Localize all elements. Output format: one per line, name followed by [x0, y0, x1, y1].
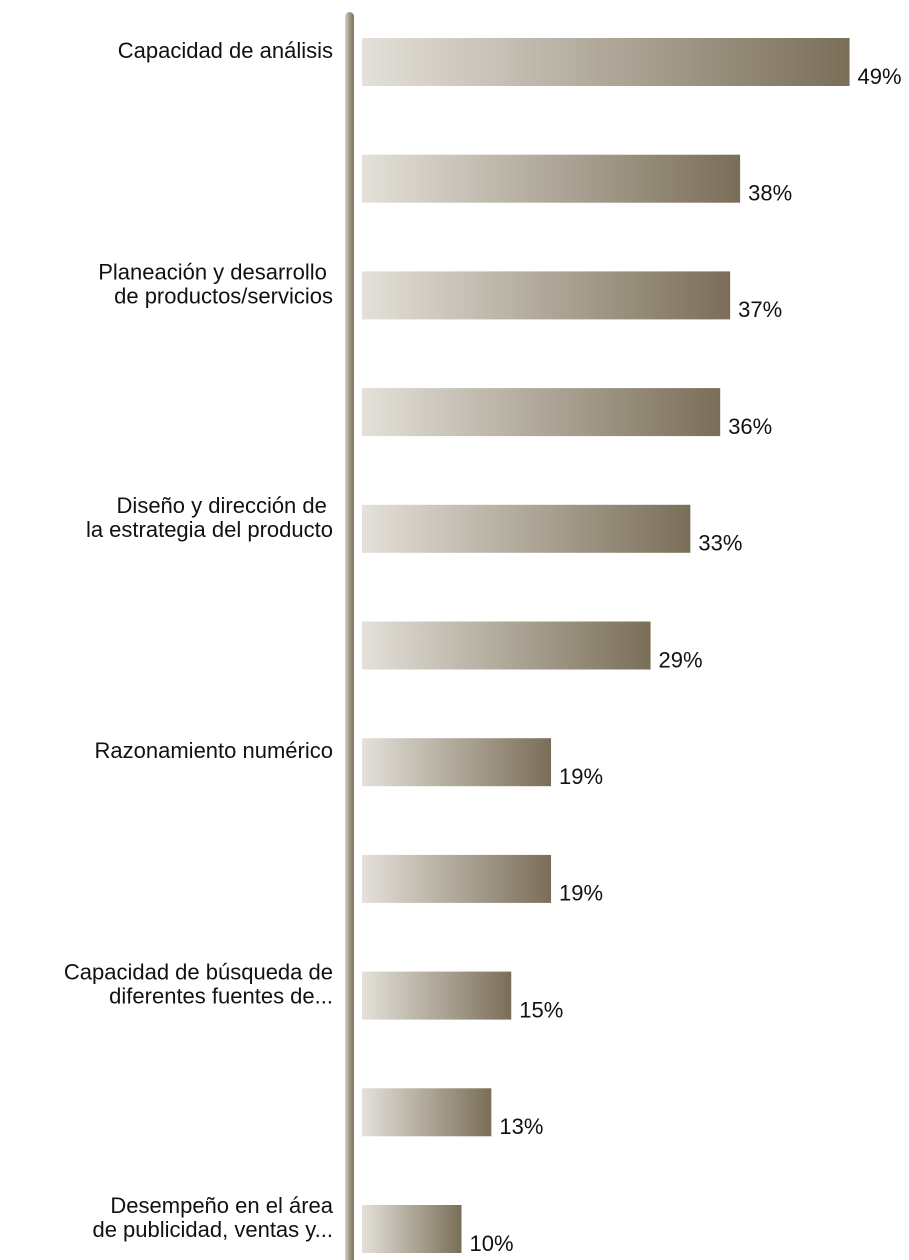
value-label: 19% [559, 881, 603, 906]
value-label: 49% [858, 64, 902, 89]
bar [362, 971, 512, 1020]
value-label: 37% [738, 297, 782, 322]
value-label: 33% [698, 531, 742, 556]
bar [362, 38, 850, 86]
value-label: 29% [659, 647, 703, 672]
bar [362, 1088, 492, 1137]
value-label: 15% [519, 997, 563, 1022]
category-label: Diseño y dirección de la estrategia del … [86, 493, 333, 542]
value-label: 38% [748, 181, 792, 206]
category-label: Desempeño en el área de publicidad, venta… [92, 1193, 333, 1242]
bar [362, 154, 741, 203]
bar [362, 504, 691, 553]
bar [362, 621, 651, 670]
value-label: 36% [728, 414, 772, 439]
bar [362, 271, 731, 320]
value-label: 13% [499, 1114, 543, 1139]
category-label: Razonamiento numérico [95, 738, 333, 763]
category-label: Capacidad de búsqueda de diferentes fuent… [64, 959, 333, 1008]
bar [362, 1205, 462, 1253]
bar [362, 854, 552, 903]
axis-line [345, 12, 354, 1260]
value-label: 10% [470, 1231, 514, 1256]
category-label: Planeación y desarrollo de productos/ser… [98, 259, 333, 308]
value-label: 19% [559, 764, 603, 789]
bar [362, 738, 552, 787]
category-label: Capacidad de análisis [118, 38, 333, 63]
bar [362, 388, 721, 437]
